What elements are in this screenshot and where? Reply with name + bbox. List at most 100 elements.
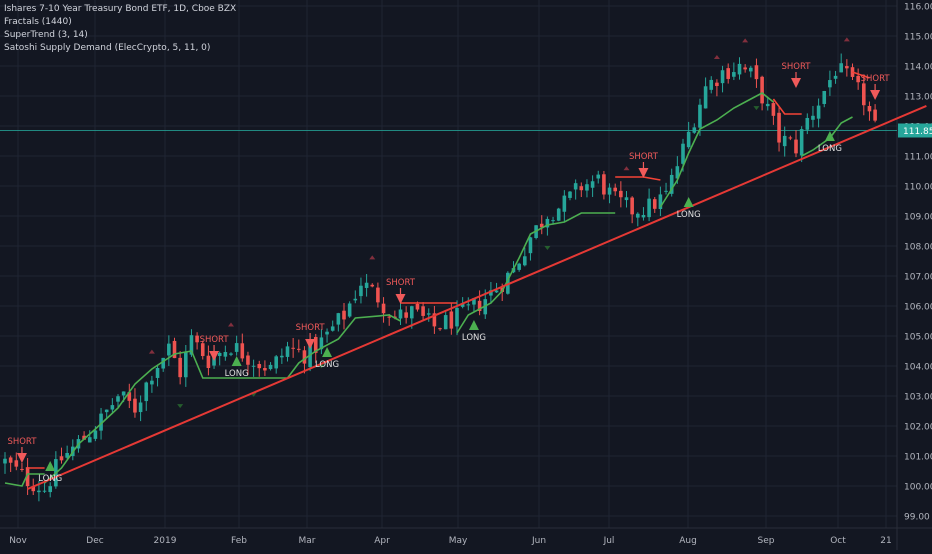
candle	[602, 170, 606, 200]
candle-body	[31, 486, 36, 492]
supertrend-group	[4, 71, 870, 487]
price-tick-label: 101.00	[904, 453, 932, 463]
candle-body	[104, 409, 109, 413]
long-signal: LONG	[818, 131, 842, 154]
price-tick-label: 115.00	[904, 33, 932, 43]
candle-body	[127, 392, 132, 401]
candle	[246, 351, 250, 376]
short-arrow-icon	[638, 168, 649, 178]
candle	[387, 313, 391, 326]
candle-body	[658, 194, 663, 210]
last-price-value: 111.85	[903, 127, 932, 137]
candle	[794, 130, 798, 158]
candle-body	[268, 364, 273, 370]
candle	[65, 445, 69, 459]
candle-body	[647, 198, 651, 218]
candle	[873, 104, 877, 123]
long-label: LONG	[462, 333, 486, 343]
candle	[342, 303, 346, 330]
candle	[647, 188, 651, 222]
candle	[636, 212, 640, 227]
candle-body	[732, 72, 736, 77]
candle	[613, 183, 617, 196]
candle-body	[726, 68, 730, 79]
candle-body	[274, 356, 278, 369]
candle-body	[398, 309, 403, 319]
time-tick-label: Feb	[231, 536, 247, 546]
time-tick-label: Dec	[86, 536, 103, 546]
candle	[641, 207, 646, 221]
short-label: SHORT	[629, 152, 659, 162]
price-tick-label: 110.00	[904, 183, 932, 193]
candle-body	[703, 86, 708, 109]
candle-body	[432, 313, 437, 327]
candle-body	[862, 83, 866, 106]
candle	[720, 65, 725, 93]
short-label: SHORT	[861, 74, 891, 84]
candle	[726, 63, 730, 84]
candle-body	[771, 103, 776, 116]
candle-body	[257, 364, 262, 369]
short-signal: SHORT	[386, 278, 416, 304]
candle	[426, 308, 431, 322]
candle	[195, 332, 199, 350]
candle-body	[517, 263, 521, 270]
fractal-marker	[843, 37, 850, 42]
candle-body	[613, 187, 617, 192]
indicator-fractals[interactable]: Fractals (1440)	[4, 17, 72, 27]
candle-body	[330, 326, 335, 331]
candle	[489, 282, 493, 304]
candle-body	[590, 181, 595, 188]
short-label: SHORT	[386, 278, 416, 288]
candle	[686, 121, 691, 149]
candle	[494, 282, 499, 293]
fractal-marker	[544, 245, 551, 250]
candle-body	[342, 310, 346, 320]
candle	[217, 351, 222, 366]
candle-body	[737, 63, 742, 75]
candle	[347, 301, 352, 318]
candle-body	[240, 343, 245, 359]
candle	[150, 375, 154, 393]
candle-body	[539, 223, 544, 228]
candle-body	[765, 103, 770, 107]
candle-body	[443, 315, 448, 330]
short-arrow-icon	[870, 90, 881, 100]
candle	[364, 274, 369, 297]
long-arrow-icon	[45, 461, 56, 471]
candle	[116, 394, 120, 408]
long-label: LONG	[818, 144, 842, 154]
indicator-supertrend[interactable]: SuperTrend (3, 14)	[4, 30, 88, 40]
supertrend-green-line	[659, 92, 774, 208]
candle-body	[410, 306, 414, 319]
supertrend-green-line	[4, 473, 45, 487]
candle	[579, 182, 584, 197]
candle	[325, 328, 329, 343]
candle	[234, 335, 239, 356]
long-label: LONG	[315, 360, 339, 370]
short-label: SHORT	[200, 335, 230, 345]
candle	[274, 354, 278, 374]
candle	[376, 282, 380, 308]
candle-body	[155, 367, 160, 378]
candle	[765, 97, 770, 111]
candle-body	[161, 357, 165, 369]
candle-body	[20, 468, 24, 470]
candle-body	[150, 380, 154, 385]
candle-body	[144, 382, 149, 402]
candle-body	[110, 405, 115, 410]
indicator-supply-demand[interactable]: Satoshi Supply Demand (ElecCrypto, 5, 11…	[4, 43, 211, 53]
price-tick-label: 109.00	[904, 213, 932, 223]
short-arrow-icon	[791, 78, 801, 88]
candle-body	[760, 76, 764, 104]
candle-body	[477, 300, 482, 311]
short-signal: SHORT	[861, 74, 891, 100]
short-arrow-icon	[305, 339, 316, 349]
candle	[828, 70, 832, 96]
candle-body	[782, 135, 787, 147]
grid-group	[0, 0, 897, 528]
candle	[297, 339, 301, 353]
long-signal: LONG	[462, 320, 486, 343]
